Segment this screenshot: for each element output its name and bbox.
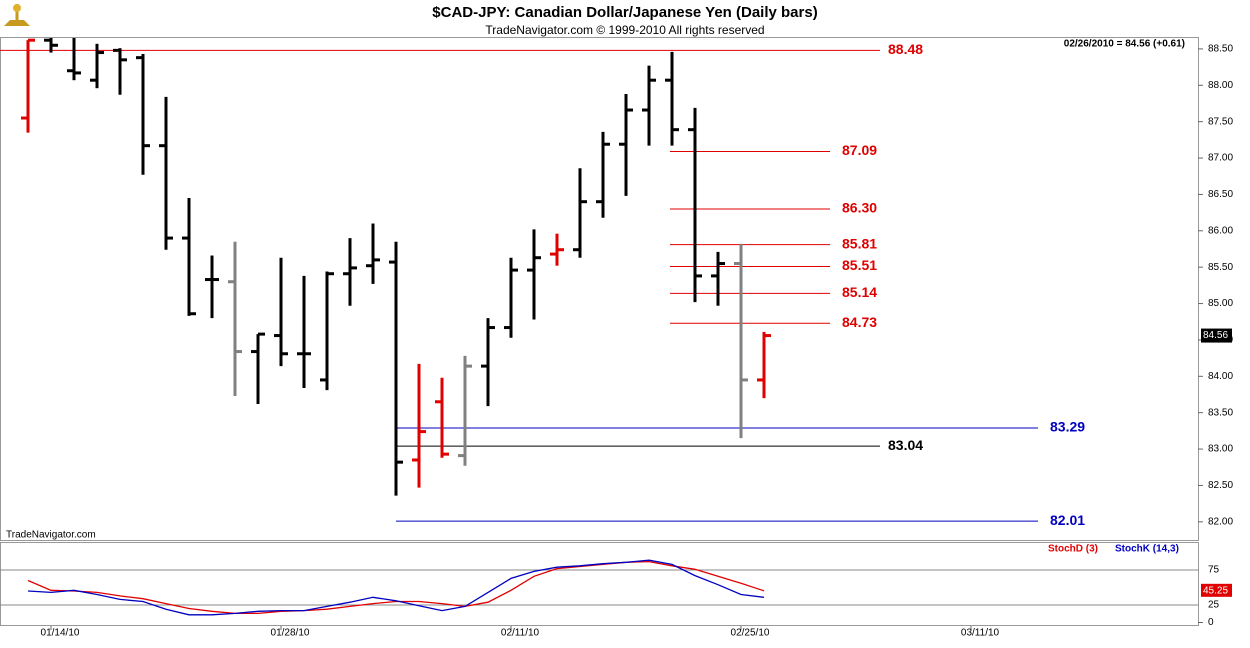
level-label: 86.30 xyxy=(842,200,877,216)
y-tick-label: 83.50 xyxy=(1208,407,1233,418)
level-label: 87.09 xyxy=(842,142,877,158)
chart-title: $CAD-JPY: Canadian Dollar/Japanese Yen (… xyxy=(432,4,817,21)
level-label: 83.04 xyxy=(888,437,923,453)
x-tick-label: 02/25/10 xyxy=(731,628,770,639)
stoch-line xyxy=(27,559,765,616)
watermark: TradeNavigator.com xyxy=(6,530,96,541)
y-tick-label: 85.00 xyxy=(1208,298,1233,309)
level-label: 82.01 xyxy=(1050,512,1085,528)
y-tick-label: 25 xyxy=(1208,600,1220,611)
level-label: 84.73 xyxy=(842,314,877,330)
level-label: 85.14 xyxy=(842,284,877,300)
y-tick-label: 75 xyxy=(1208,565,1220,576)
last-value-box xyxy=(1201,583,1232,597)
last-value-label: 45.25 xyxy=(1203,585,1228,596)
level-label: 85.81 xyxy=(842,235,877,251)
level-label: 85.51 xyxy=(842,257,877,273)
y-tick-label: 88.50 xyxy=(1208,44,1233,55)
y-tick-label: 82.50 xyxy=(1208,480,1233,491)
y-tick-label: 87.50 xyxy=(1208,116,1233,127)
status: 02/26/2010 = 84.56 (+0.61) xyxy=(1064,39,1185,50)
y-tick-label: 0 xyxy=(1208,617,1214,628)
y-tick-label: 87.00 xyxy=(1208,153,1233,164)
y-tick-label: 84.00 xyxy=(1208,371,1233,382)
x-tick-label: 03/11/10 xyxy=(961,628,1000,639)
stoch-line xyxy=(27,560,765,615)
x-tick-label: 01/28/10 xyxy=(271,628,310,639)
chart-subtitle: TradeNavigator.com © 1999-2010 All right… xyxy=(485,23,764,37)
level-label: 88.48 xyxy=(888,41,923,57)
y-tick-label: 86.00 xyxy=(1208,225,1233,236)
level-label: 83.29 xyxy=(1050,419,1085,435)
last-price-box xyxy=(1201,328,1232,343)
y-tick-label: 88.00 xyxy=(1208,80,1233,91)
y-tick-label: 86.50 xyxy=(1208,189,1233,200)
legend-label: StochK (14,3) xyxy=(1115,544,1179,555)
y-tick-label: 82.00 xyxy=(1208,516,1233,527)
logo xyxy=(4,4,30,26)
y-tick-label: 85.50 xyxy=(1208,262,1233,273)
x-tick-label: 01/14/10 xyxy=(41,628,80,639)
x-tick-label: 02/11/10 xyxy=(501,628,540,639)
y-tick-label: 83.00 xyxy=(1208,444,1233,455)
last-price-label: 84.56 xyxy=(1203,330,1228,341)
legend-label: StochD (3) xyxy=(1048,544,1098,555)
